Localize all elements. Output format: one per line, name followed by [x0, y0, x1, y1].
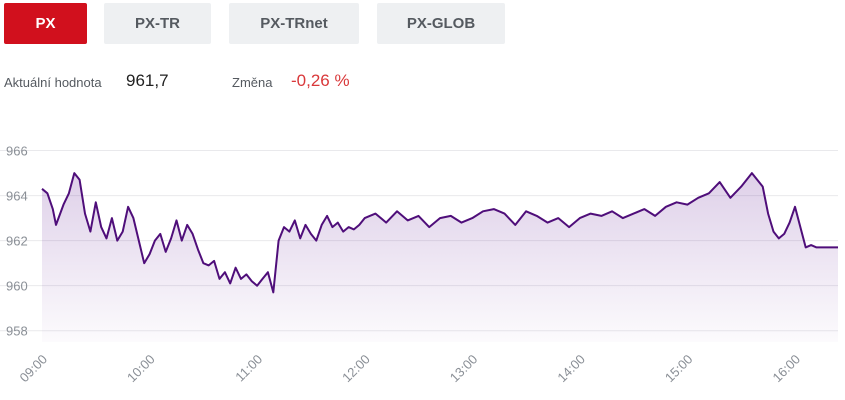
- intraday-chart: 966 964 962 960 958 09:00 10:00 11:00 12:00 13:0…: [0, 144, 838, 386]
- y-tick-label: 962: [6, 234, 28, 249]
- tab-px[interactable]: PX: [4, 3, 87, 44]
- x-tick-label: 14:00: [554, 352, 588, 386]
- x-tick-label: 16:00: [769, 352, 803, 386]
- tab-px-glob[interactable]: PX-GLOB: [377, 3, 505, 44]
- y-tick-label: 960: [6, 279, 28, 294]
- y-tick-label: 966: [6, 144, 28, 159]
- tab-px-tr[interactable]: PX-TR: [104, 3, 211, 44]
- x-tick-label: 15:00: [662, 352, 696, 386]
- tab-px-trnet[interactable]: PX-TRnet: [229, 3, 359, 44]
- index-summary: Aktuální hodnota 961,7 Změna -0,26 %: [4, 70, 844, 96]
- x-tick-label: 13:00: [447, 352, 481, 386]
- x-tick-label: 11:00: [232, 352, 265, 385]
- x-tick-label: 10:00: [124, 352, 158, 386]
- current-value-label: Aktuální hodnota: [4, 75, 102, 90]
- current-value: 961,7: [126, 71, 169, 90]
- y-tick-label: 958: [6, 324, 28, 339]
- y-axis: 966 964 962 960 958: [6, 144, 28, 339]
- change-label: Změna: [232, 75, 273, 90]
- change-value: -0,26 %: [291, 71, 350, 90]
- y-tick-label: 964: [6, 189, 28, 204]
- x-axis: 09:00 10:00 11:00 12:00 13:00 14:00 15:00 16:00: [17, 352, 804, 386]
- series-line: [41, 172, 838, 294]
- x-tick-label: 12:00: [339, 352, 373, 386]
- series-area: [42, 173, 838, 342]
- x-tick-label: 09:00: [17, 352, 51, 386]
